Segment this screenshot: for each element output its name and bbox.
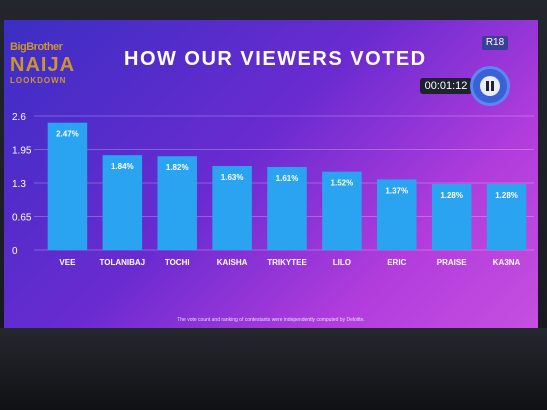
bar-ka3na <box>486 184 527 250</box>
x-category-label: TOCHI <box>165 258 190 267</box>
chart-title: HOW OUR VIEWERS VOTED <box>124 48 427 70</box>
tv-stand-area <box>0 328 547 410</box>
bar-kaisha <box>212 165 252 250</box>
bar-chart: 0 0.65 1.3 1.95 2.6 2.47% VEE 1.84% TOLANIBAJ 1.8… <box>12 112 534 267</box>
age-rating-badge: R18 <box>482 36 508 50</box>
y-tick-label: 1.3 <box>12 179 26 190</box>
bar-lilo <box>322 171 362 250</box>
y-tick-label: 2.6 <box>12 112 26 123</box>
bar-data-label: 1.84% <box>111 162 134 171</box>
bar-data-label: 1.61% <box>276 174 299 183</box>
x-category-label: VEE <box>59 258 76 267</box>
x-category-label: ERIC <box>387 258 406 267</box>
x-category-label: LILO <box>333 258 351 267</box>
y-tick-label: 0.65 <box>12 213 32 224</box>
bar-data-label: 1.63% <box>221 173 244 182</box>
show-logo: BigBrother NAIJA LOOKDOWN <box>10 42 96 114</box>
bar-tochi <box>157 156 197 250</box>
logo-line-1: BigBrother <box>10 41 63 53</box>
y-tick-label: 0 <box>12 246 18 257</box>
bar-data-label: 1.28% <box>440 191 463 200</box>
bar-tolanibaj <box>102 155 143 250</box>
bar-vee <box>47 122 88 250</box>
bar-data-label: 1.82% <box>166 163 189 172</box>
bar-trikytee <box>267 167 307 250</box>
pause-button[interactable] <box>470 66 510 106</box>
x-category-label: TRIKYTEE <box>267 258 307 267</box>
tv-screen: BigBrother NAIJA LOOKDOWN HOW OUR VIEWER… <box>4 20 538 328</box>
logo-line-2: NAIJA <box>10 54 76 76</box>
x-category-label: TOLANIBAJ <box>100 258 146 267</box>
footnote: The vote count and ranking of contestant… <box>177 317 365 323</box>
bar-data-label: 2.47% <box>56 130 79 139</box>
y-tick-label: 1.95 <box>12 146 32 157</box>
bar-eric <box>377 179 417 250</box>
x-category-label: PRAISE <box>437 258 467 267</box>
logo-line-3: LOOKDOWN <box>10 76 67 85</box>
bar-data-label: 1.52% <box>331 179 354 188</box>
bar-data-label: 1.37% <box>385 186 408 195</box>
bar-data-label: 1.28% <box>495 191 518 200</box>
pause-icon <box>480 76 500 96</box>
x-category-label: KA3NA <box>493 258 521 267</box>
bar-praise <box>431 184 472 250</box>
playback-timer: 00:01:12 <box>420 78 472 94</box>
x-category-label: KAISHA <box>217 258 248 267</box>
